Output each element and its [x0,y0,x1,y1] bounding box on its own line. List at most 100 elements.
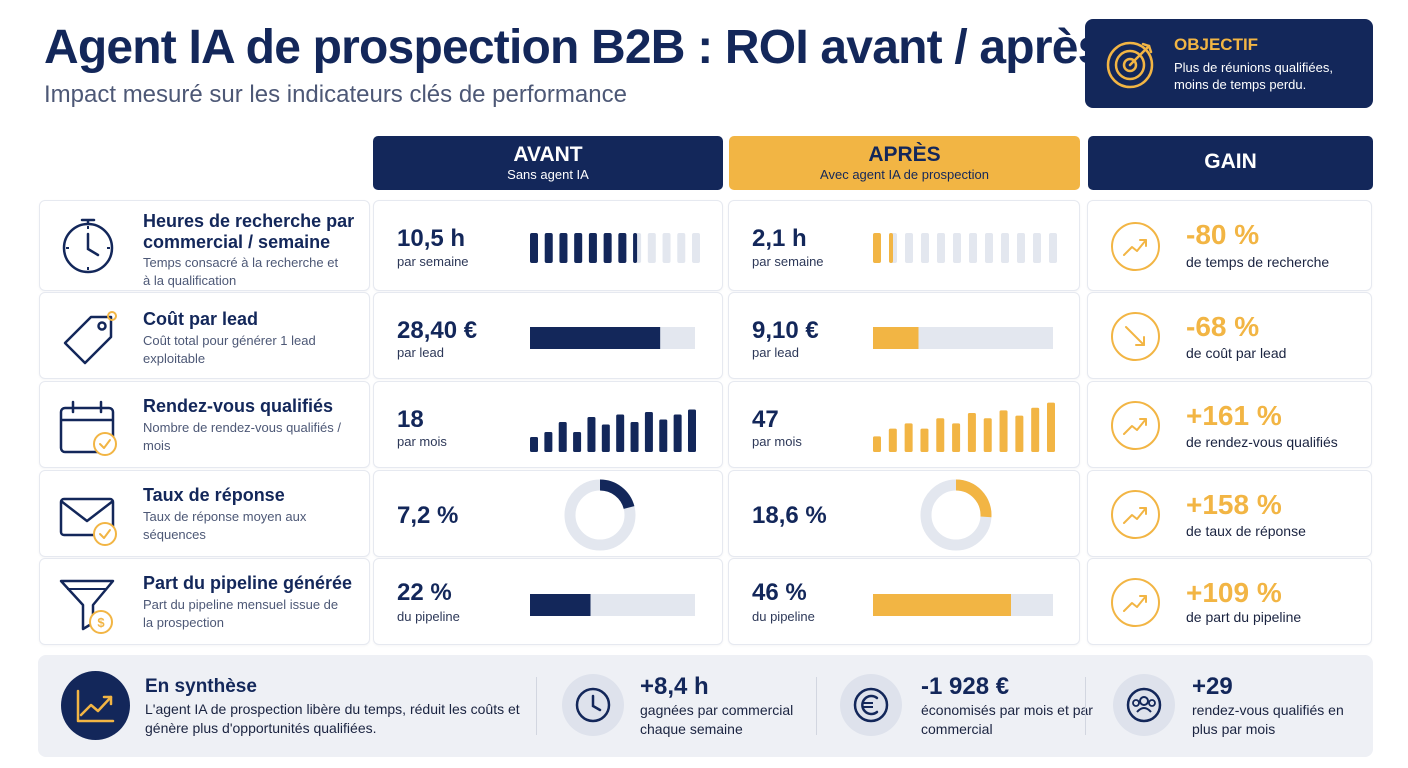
meetings-bar [999,410,1008,452]
objective-box: OBJECTIF Plus de réunions qualifiées, mo… [1085,19,1373,108]
response-donut-avant [564,479,636,551]
avant-card: 28,40 € par lead [373,292,723,379]
meetings-bar [644,412,653,452]
hours-bar-track [692,233,700,263]
meetings-bar [573,432,582,452]
meetings-bar [688,409,696,452]
gain-label: de taux de réponse [1186,523,1306,539]
summary-text: L'agent IA de prospection libère du temp… [145,701,520,736]
meetings-bar [920,428,929,452]
funnel-coin-icon: $ [59,579,115,634]
growth-chart-icon [76,689,115,723]
meetings-bar [967,413,976,452]
meetings-bars-avant [530,409,696,452]
hours-bar [603,233,612,263]
metric-description: Nombre de rendez-vous qualifiés / mois [143,420,341,453]
metric-card: $ Part du pipeline générée Part du pipel… [39,558,370,645]
hours-bar [618,233,627,263]
meetings-bar [952,423,961,452]
gain-label: de part du pipeline [1186,609,1302,625]
metric-card: Coût par lead Coût total pour générer 1 … [39,292,370,379]
donut-segment [599,479,635,510]
trend-circle [1111,401,1160,450]
hours-bar-track [647,233,656,263]
hours-bar [530,233,538,263]
hours-bar-track [985,233,993,263]
page-title: Agent IA de prospection B2B : ROI avant … [44,21,1104,74]
meetings-bar [616,414,625,452]
trend-up-icon [1123,595,1147,612]
avant-unit: du pipeline [397,609,460,624]
meetings-bars-apres [873,402,1055,452]
divider [816,677,817,735]
meetings-bar [983,418,992,452]
gain-percent: +158 % [1186,489,1282,520]
metric-description: Temps consacré à la recherche et à la qu… [143,255,339,288]
hours-bar [544,233,553,263]
metric-description: Coût total pour générer 1 lead exploitab… [143,333,316,366]
kpi-value: +29 [1192,673,1233,700]
column-title-apres: APRÈS [868,143,941,166]
trend-up-icon [1123,418,1147,435]
column-header-apres: APRÈS Avec agent IA de prospection [729,136,1080,190]
avant-value: 22 % [397,579,452,606]
cost-bar [530,327,661,349]
gain-label: de rendez-vous qualifiés [1186,434,1338,450]
apres-value: 2,1 h [752,225,807,252]
gain-percent: +109 % [1186,577,1282,608]
hours-bar-track [1017,233,1025,263]
divider [536,677,537,735]
hours-bar-track [937,233,945,263]
metric-row: Coût par lead Coût total pour générer 1 … [0,292,1408,379]
hours-bars-avant [530,233,700,263]
column-subtitle-apres: Avec agent IA de prospection [820,167,989,182]
avant-value: 10,5 h [397,225,466,252]
metric-card: Taux de réponse Taux de réponse moyen au… [39,470,370,557]
apres-card: 2,1 h par semaine [728,200,1080,291]
apres-unit: par semaine [752,254,824,269]
meetings-bar [601,424,610,452]
metric-title: Coût par lead [143,309,259,329]
apres-value: 47 [752,406,779,433]
price-tag-icon [63,311,117,365]
hours-bar [633,233,638,263]
meetings-bar [587,417,596,452]
metric-title: Part du pipeline générée [143,573,353,593]
apres-value: 46 % [752,579,807,606]
cost-bar-apres [873,327,1053,349]
summary-title: En synthèse [145,676,257,697]
meetings-bar [1047,402,1055,452]
meetings-bar [558,422,567,452]
pipeline-bar-avant [530,594,695,616]
apres-value: 18,6 % [752,502,827,529]
euro-icon [853,687,889,723]
column-title-avant: AVANT [513,143,583,166]
trend-up-icon [1123,507,1147,524]
apres-value: 9,10 € [752,317,819,344]
meetings-bar [544,432,553,452]
gain-card: +158 % de taux de réponse [1087,470,1372,557]
gain-percent: -80 % [1186,219,1260,250]
trend-circle [1111,222,1160,271]
metric-description: Taux de réponse moyen aux séquences [143,509,307,542]
meetings-bar [936,418,945,452]
metric-title: Taux de réponse [143,485,285,505]
kpi-icon-badge [562,674,624,736]
gain-label: de coût par lead [1186,345,1287,361]
hours-bar-track [662,233,671,263]
hours-bar-track [921,233,929,263]
meetings-bar [530,437,538,452]
hours-bar [559,233,568,263]
pipeline-bar [530,594,591,616]
meetings-bar [630,422,639,452]
cost-bar-avant [530,327,695,349]
target-icon [1106,41,1154,89]
gain-label: de temps de recherche [1186,254,1330,270]
gain-card: +161 % de rendez-vous qualifiés [1087,381,1372,468]
apres-card: 47 par mois [728,381,1080,468]
meetings-bar [673,414,682,452]
hours-bar-track [1001,233,1009,263]
avant-value: 18 [397,406,424,433]
apres-unit: par lead [752,345,799,360]
metric-title: Rendez-vous qualifiés [143,396,334,416]
